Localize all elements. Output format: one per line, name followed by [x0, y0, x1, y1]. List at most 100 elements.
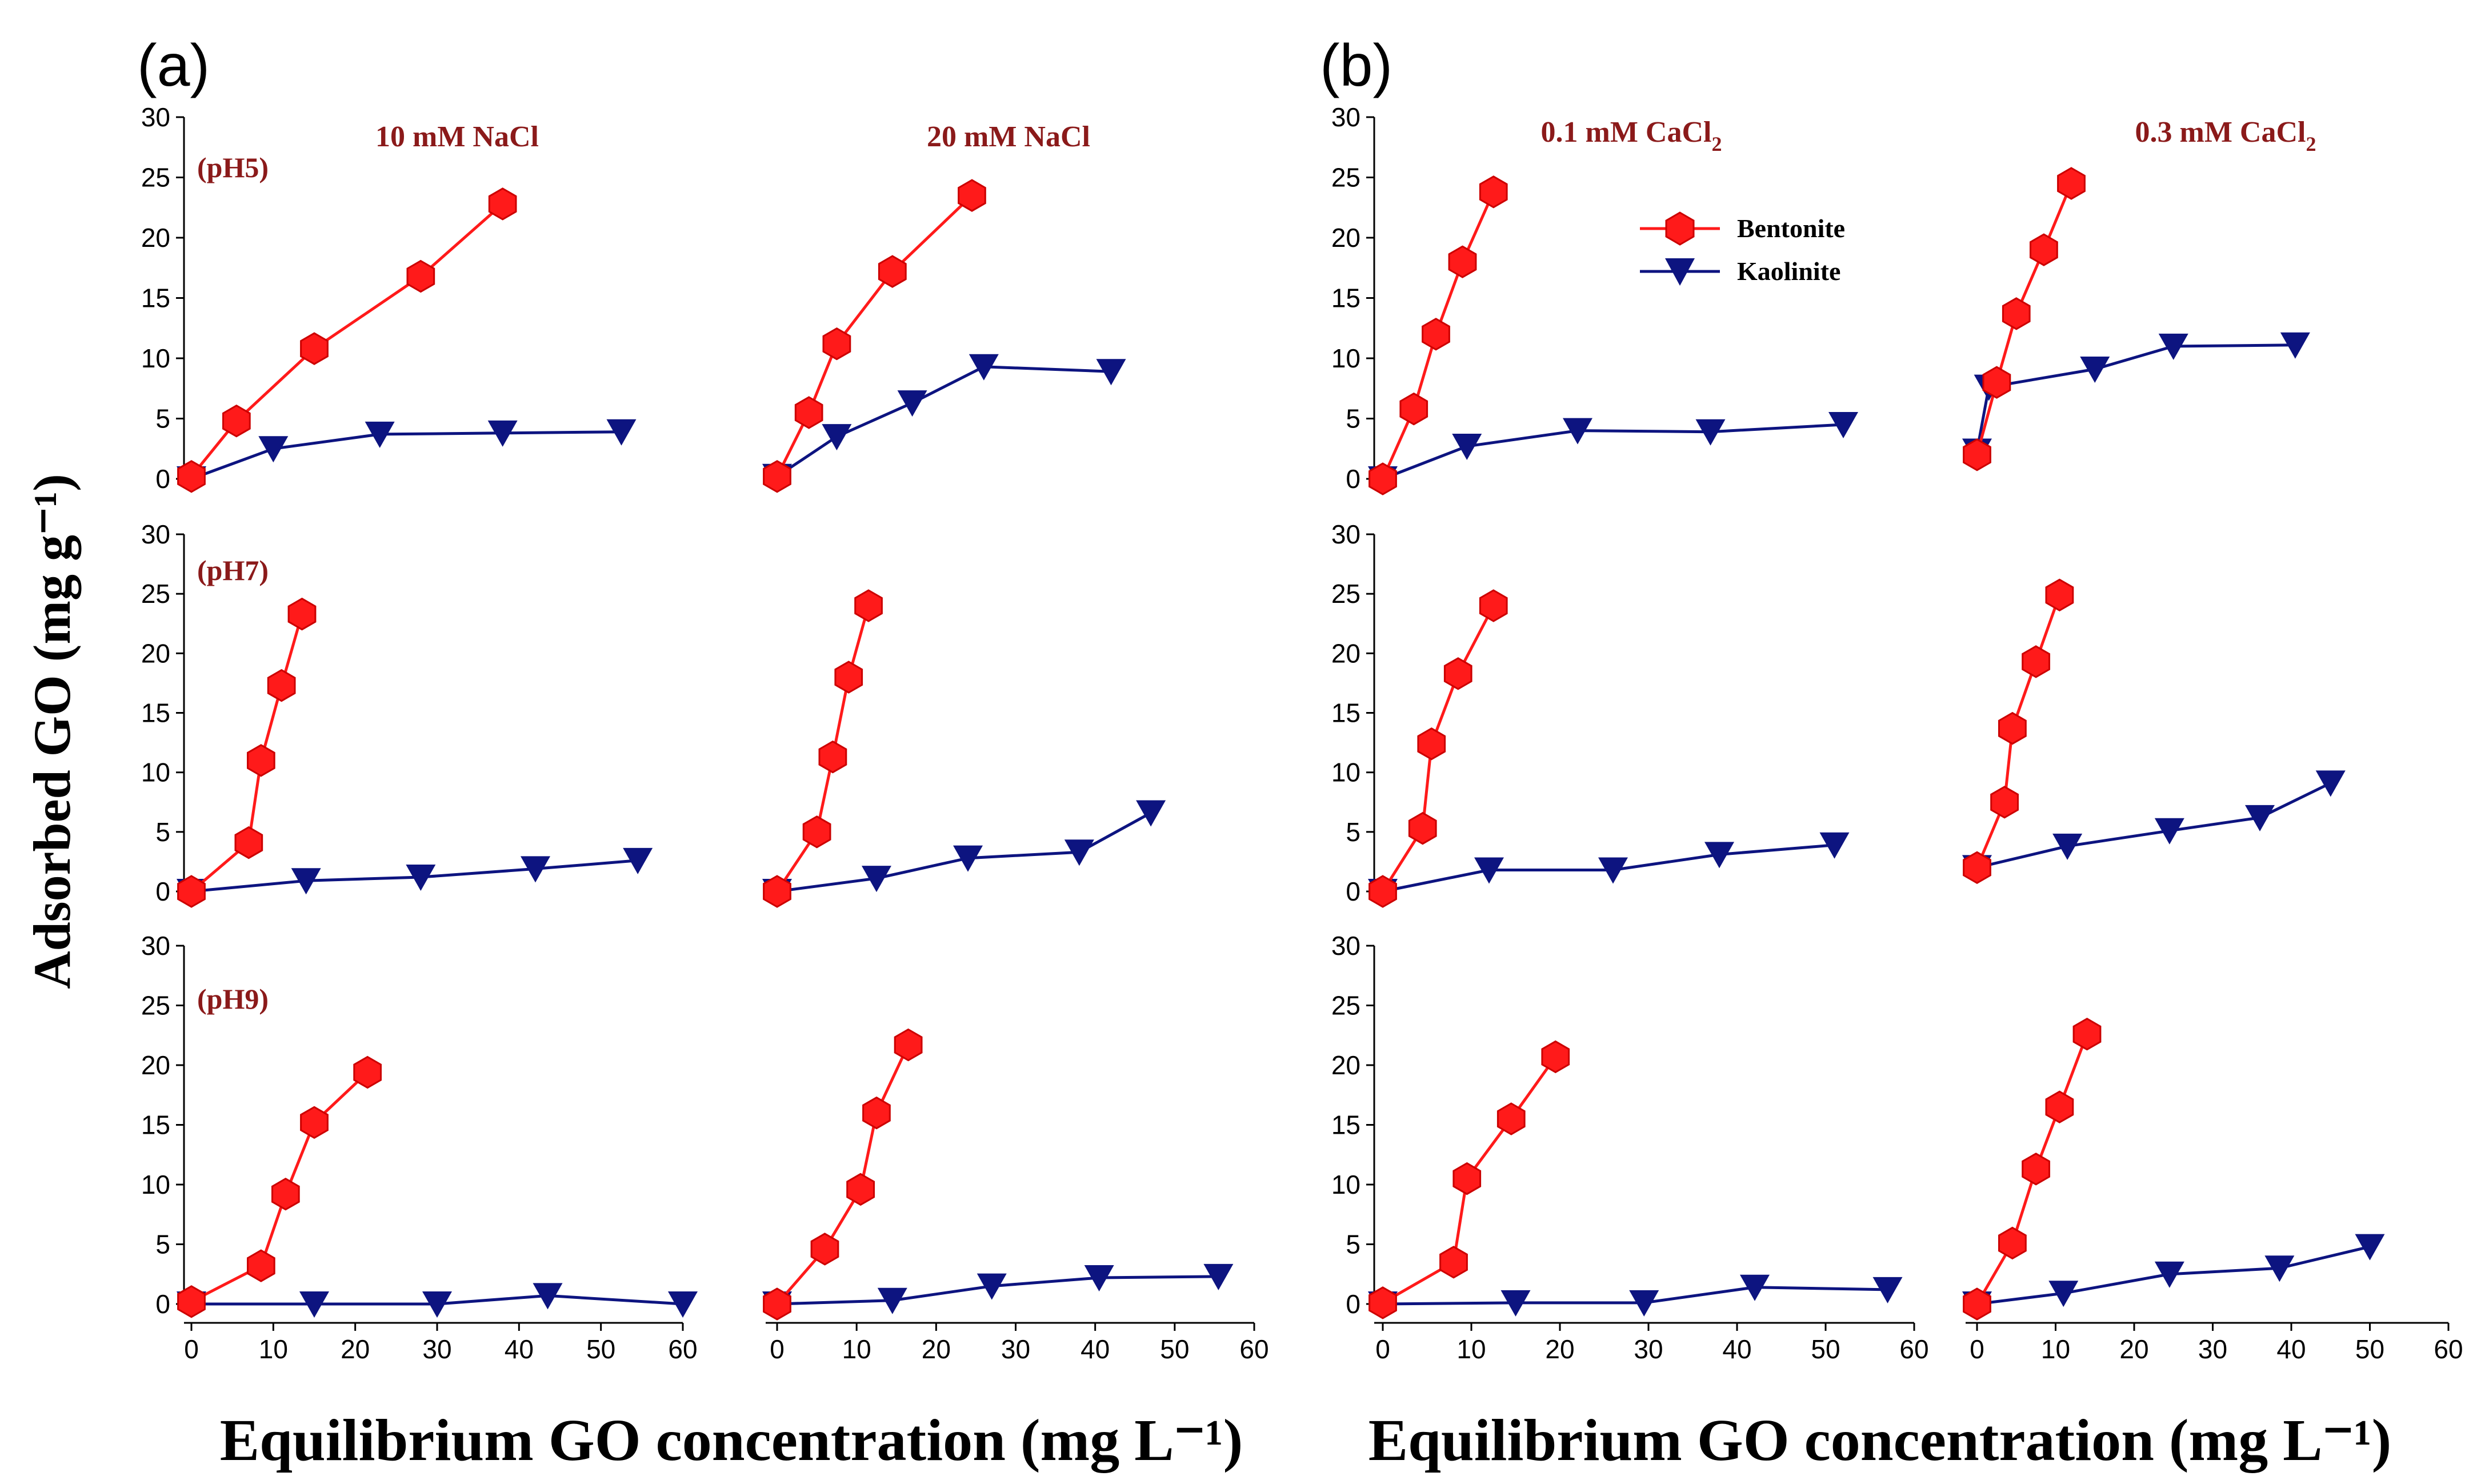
data-point-bentonite: [763, 875, 791, 908]
data-point-bentonite: [1443, 657, 1472, 690]
series-line-bentonite: [775, 194, 973, 477]
data-point-kaolinite: [1203, 1263, 1234, 1290]
y-tick-label: 20: [141, 1050, 170, 1080]
data-point-kaolinite: [977, 1273, 1007, 1300]
data-point-bentonite: [2072, 1017, 2102, 1051]
data-point-bentonite: [818, 740, 847, 774]
label-layer: (a) (b) 10 mM NaCl 20 mM NaCl 0.1 mM CaC…: [23, 33, 2391, 1473]
data-point-bentonite: [1368, 1286, 1397, 1319]
y-tick-label: 15: [141, 283, 170, 313]
column-title-text: 0.1 mM CaCl: [1541, 116, 1712, 149]
data-point-bentonite: [287, 597, 317, 631]
x-tick-label: 30: [422, 1334, 451, 1364]
data-point-bentonite: [247, 1249, 275, 1282]
data-point-kaolinite: [1136, 800, 1166, 827]
data-point-bentonite: [810, 1233, 839, 1266]
data-point-kaolinite: [2315, 770, 2346, 797]
axes-layer: 0510152025300510152025300510152025300510…: [141, 102, 2463, 1364]
legend: Bentonite Kaolinite: [1640, 211, 1845, 286]
data-point-kaolinite: [1064, 839, 1094, 866]
data-point-kaolinite: [291, 868, 321, 895]
y-tick-label: 20: [1331, 638, 1360, 668]
data-point-bentonite: [834, 661, 863, 694]
data-point-bentonite: [1479, 175, 1508, 209]
x-tick-label: 60: [1239, 1334, 1268, 1364]
data-point-bentonite: [177, 1285, 206, 1318]
x-tick-label: 50: [1160, 1334, 1189, 1364]
legend-marker-bentonite: [1665, 211, 1695, 246]
data-point-kaolinite: [877, 1287, 907, 1314]
data-point-bentonite: [353, 1055, 382, 1089]
y-tick-label: 15: [1331, 283, 1360, 313]
column-title-text: 0.3 mM CaCl: [2135, 116, 2306, 149]
y-tick-label: 25: [1331, 163, 1360, 193]
x-tick-label: 20: [922, 1334, 951, 1364]
y-tick-label: 20: [141, 638, 170, 668]
data-point-bentonite: [2002, 297, 2031, 330]
data-point-kaolinite: [1704, 842, 1734, 869]
data-point-bentonite: [1368, 875, 1397, 908]
x-tick-label: 50: [1811, 1334, 1840, 1364]
legend-label-kaolinite: Kaolinite: [1737, 257, 1840, 286]
y-tick-label: 25: [141, 579, 170, 609]
x-axis-label-b: Equilibrium GO concentration (mg L⁻¹): [1368, 1407, 2392, 1473]
data-point-bentonite: [1982, 366, 2011, 399]
x-tick-label: 20: [1545, 1334, 1574, 1364]
x-tick-label: 10: [1456, 1334, 1486, 1364]
data-point-kaolinite: [861, 866, 891, 893]
data-point-bentonite: [1496, 1102, 1526, 1135]
data-point-bentonite: [1408, 811, 1437, 845]
x-tick-label: 20: [2119, 1334, 2148, 1364]
y-tick-label: 20: [1331, 1050, 1360, 1080]
data-point-kaolinite: [953, 845, 983, 872]
data-point-kaolinite: [2048, 1281, 2079, 1307]
y-tick-label: 10: [1331, 1170, 1360, 1199]
data-point-kaolinite: [1872, 1277, 1903, 1303]
y-tick-label: 15: [1331, 698, 1360, 728]
x-tick-label: 0: [770, 1334, 785, 1364]
subscript: 2: [2306, 133, 2316, 155]
y-tick-label: 30: [1331, 931, 1360, 961]
y-tick-label: 20: [141, 223, 170, 253]
x-tick-label: 60: [668, 1334, 697, 1364]
data-point-bentonite: [1990, 786, 2019, 819]
y-tick-label: 5: [1346, 1230, 1360, 1259]
data-point-bentonite: [1452, 1162, 1482, 1195]
x-tick-label: 30: [1634, 1334, 1663, 1364]
x-tick-label: 20: [341, 1334, 370, 1364]
legend-marker-kaolinite: [1665, 258, 1695, 286]
series-line-kaolinite: [1975, 343, 2295, 451]
y-tick-label: 30: [141, 102, 170, 132]
data-point-bentonite: [488, 187, 517, 221]
y-tick-label: 0: [155, 1289, 170, 1319]
data-point-bentonite: [247, 744, 275, 777]
data-point-bentonite: [222, 404, 251, 438]
data-point-bentonite: [177, 460, 206, 493]
data-point-kaolinite: [969, 354, 999, 381]
data-point-kaolinite: [897, 390, 927, 417]
data-point-kaolinite: [1740, 1274, 1770, 1301]
row-label-ph7: (pH7): [197, 554, 269, 586]
data-point-bentonite: [2030, 233, 2058, 266]
data-point-bentonite: [763, 1287, 791, 1321]
data-point-bentonite: [1963, 438, 1991, 471]
data-point-bentonite: [862, 1096, 891, 1130]
data-point-kaolinite: [2052, 833, 2083, 860]
x-tick-label: 0: [1970, 1334, 1984, 1364]
data-point-kaolinite: [2355, 1234, 2385, 1261]
data-point-kaolinite: [1500, 1290, 1531, 1317]
data-point-kaolinite: [1819, 832, 1850, 859]
data-point-bentonite: [2022, 645, 2050, 678]
x-tick-label: 0: [184, 1334, 199, 1364]
y-tick-label: 15: [1331, 1110, 1360, 1140]
data-point-kaolinite: [606, 419, 637, 446]
data-point-kaolinite: [406, 865, 436, 891]
data-point-kaolinite: [2280, 332, 2310, 359]
data-point-kaolinite: [668, 1291, 698, 1318]
data-point-bentonite: [300, 332, 329, 365]
y-tick-label: 10: [1331, 758, 1360, 787]
data-point-kaolinite: [822, 424, 852, 451]
y-tick-label: 5: [155, 817, 170, 847]
data-point-bentonite: [1541, 1040, 1570, 1074]
